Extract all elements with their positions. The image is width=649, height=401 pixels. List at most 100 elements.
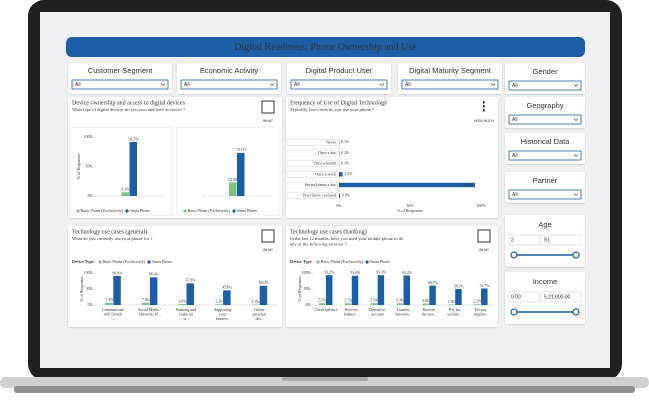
dropdown-value: All (512, 83, 518, 89)
value-label: 50.3% (454, 284, 465, 288)
dropdown-chevron (573, 193, 579, 196)
panel-title: Device ownership and access to digital d… (72, 100, 186, 106)
legend-label: Smart Phone (237, 208, 258, 213)
range-min-input[interactable] (508, 291, 540, 303)
x-tick-label: Receive balance ... (344, 308, 360, 317)
legend-swatch (76, 209, 80, 213)
bar (229, 182, 237, 196)
dropdown-chevron (573, 84, 579, 87)
value-label: 60.0% (259, 281, 270, 285)
slider-handle[interactable] (510, 308, 518, 316)
sub-panel (69, 126, 173, 216)
dropdown-value: All (512, 117, 518, 123)
slider-handle[interactable] (510, 251, 518, 259)
value-label: 0.1% (341, 140, 350, 144)
dropdown-chevron (379, 83, 385, 86)
range-min: 2 (511, 237, 514, 243)
bar (339, 182, 476, 188)
value-label: 3.0% (179, 299, 188, 303)
laptop-notch (282, 377, 368, 381)
dropdown[interactable] (508, 114, 582, 125)
range-max-input[interactable] (540, 234, 582, 246)
filter-label: Gender (532, 67, 558, 76)
y-tick-label: 0% (88, 302, 94, 307)
bar (422, 303, 429, 305)
range-min-input[interactable] (508, 234, 540, 246)
x-tick-label: Online personal dev... (253, 308, 267, 321)
filter-label: Customer Segment (88, 66, 154, 75)
x-tick-label: Banking and financial se... (176, 308, 197, 321)
card (286, 226, 498, 327)
panel-subtitle: In the last 12 months, have you used you… (290, 236, 405, 247)
panel-title: Technology use cases (banking) (290, 228, 367, 235)
bar (474, 304, 481, 305)
dropdown[interactable] (508, 150, 582, 161)
y-tick-label: 100% (84, 134, 94, 139)
action-button[interactable] (261, 229, 275, 243)
bar (403, 275, 410, 305)
value-label: 5.5% (370, 299, 379, 303)
x-tick-label: Social Media / Networks (F... (138, 308, 162, 317)
value-label: 23.0% (228, 178, 239, 182)
bar (370, 303, 378, 305)
y-tick-label: Don't know / refused (303, 193, 337, 198)
button-label: WHAT (263, 248, 274, 252)
bar (396, 303, 403, 305)
range-max-input[interactable] (540, 291, 582, 303)
dropdown[interactable] (71, 79, 169, 90)
dropdown[interactable] (401, 79, 499, 90)
y-label-box (286, 192, 338, 199)
value-label: 2.2% (474, 300, 483, 304)
dropdown[interactable] (508, 80, 582, 91)
laptop-base (0, 377, 649, 388)
legend-label: Basic Phone (Exclusively) (188, 208, 231, 213)
legend-label: Smart Phone (130, 208, 151, 213)
value-label: 0.1% (341, 162, 350, 166)
dropdown-value: All (75, 82, 81, 88)
x-axis-label: % of Responses (397, 208, 423, 213)
dropdown[interactable] (508, 189, 582, 200)
dropdown[interactable] (180, 79, 278, 90)
x-tick-label: Check balance (315, 308, 338, 312)
legend-swatch (316, 260, 320, 264)
bar (377, 275, 385, 305)
menu-dot[interactable] (483, 109, 485, 112)
y-tick-label: 100% (84, 270, 94, 275)
button-label: HOW MUCH (474, 119, 494, 123)
filter-label: Digital Product User (306, 66, 373, 75)
y-axis-label: % of Responses (297, 276, 302, 302)
value-label: 67.8% (186, 279, 197, 283)
legend-swatch (147, 260, 151, 264)
x-tick-label: Receive electron... (422, 308, 437, 317)
card (68, 226, 282, 327)
value-label: 51.7% (480, 284, 491, 288)
panel-title: Technology use cases (general) (72, 228, 147, 235)
dropdown-value: All (184, 82, 190, 88)
value-label: 2.3% (215, 300, 224, 304)
slider-handle[interactable] (572, 251, 580, 259)
bar (351, 275, 359, 305)
value-label: 91.7% (129, 137, 140, 141)
value-label: 2.5% (345, 172, 354, 176)
legend-swatch (183, 209, 187, 213)
dropdown[interactable] (290, 79, 388, 90)
value-label: 1.7% (252, 300, 261, 304)
value-label: 0.2% (341, 151, 350, 155)
slider-handle[interactable] (572, 308, 580, 316)
action-button[interactable] (261, 100, 275, 114)
legend-title: Device Type (290, 259, 312, 264)
dropdown-chevron (573, 118, 579, 121)
bar (149, 277, 158, 305)
value-label: 5.3% (396, 299, 405, 303)
action-button[interactable] (477, 229, 491, 243)
filter-label: Digital Maturity Segment (409, 66, 492, 75)
filter-label: Economic Activity (200, 66, 259, 75)
bar (448, 304, 455, 305)
legend-swatch (232, 209, 236, 213)
x-tick-label: Deposit to account (369, 308, 386, 317)
menu-dot[interactable] (483, 101, 485, 104)
bar (325, 275, 333, 305)
menu-dot[interactable] (483, 105, 485, 108)
y-label-box (286, 160, 338, 167)
range-max: 91 (544, 237, 550, 243)
